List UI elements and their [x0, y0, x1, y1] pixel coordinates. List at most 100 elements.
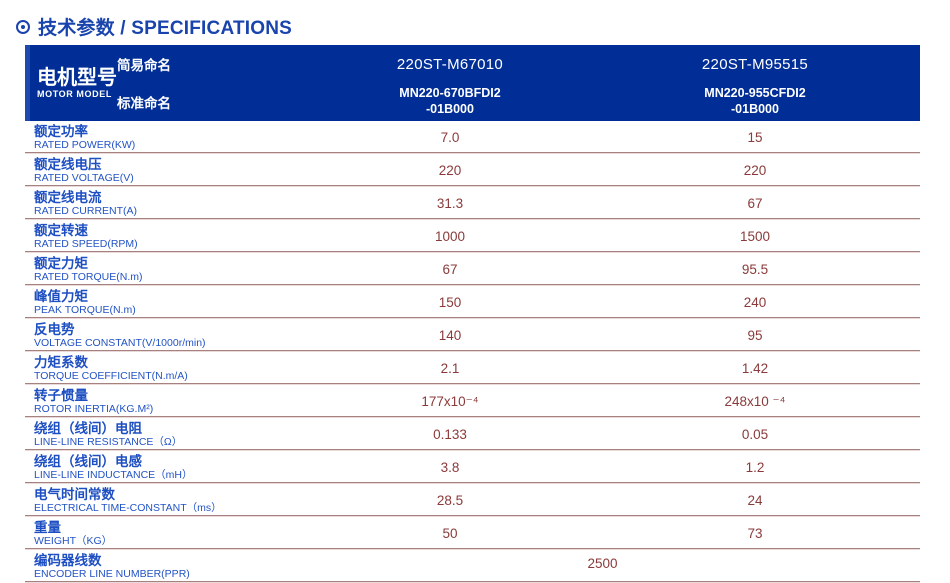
row-value-col2: 220	[743, 163, 767, 178]
table-row: 绕组（线间）电感 LINE-LINE INDUCTANCE（mH） 3.8 1.…	[25, 451, 920, 484]
row-label: 峰值力矩 PEAK TORQUE(N.m)	[25, 289, 310, 316]
row-value-col1: 50	[442, 526, 458, 541]
motor-model-header: 电机型号 MOTOR MODEL	[25, 45, 117, 121]
model-1-standard-name: MN220-670BFDI2 -01B000	[310, 83, 590, 121]
row-label-zh: 重量	[34, 520, 61, 535]
model-1-simple-name: 220ST-M67010	[396, 55, 504, 73]
table-row: 力矩系数 TORQUE COEFFICIENT(N.m/A) 2.1 1.42	[25, 352, 920, 385]
row-value-span: 2500	[587, 556, 618, 571]
row-label-zh: 额定线电流	[34, 190, 102, 205]
table-row: 电气时间常数 ELECTRICAL TIME-CONSTANT（ms） 28.5…	[25, 484, 920, 517]
row-label-zh: 额定力矩	[34, 256, 88, 271]
row-value-col1: 177x10⁻⁴	[421, 393, 479, 409]
simple-name-label: 简易命名	[117, 58, 171, 73]
row-label-zh: 反电势	[34, 322, 75, 337]
row-label: 额定转速 RATED SPEED(RPM)	[25, 223, 310, 250]
row-label-en: ROTOR INERTIA(KG.M²)	[34, 403, 154, 415]
naming-labels: 简易命名 标准命名	[117, 45, 310, 121]
page-title: 技术参数 / SPECIFICATIONS	[16, 13, 950, 40]
page-title-text: 技术参数 / SPECIFICATIONS	[38, 18, 293, 39]
row-label: 重量 WEIGHT（KG）	[25, 520, 310, 547]
row-label-en: PEAK TORQUE(N.m)	[34, 304, 136, 316]
row-value-col1: 140	[438, 328, 462, 343]
row-label-zh: 力矩系数	[34, 355, 88, 370]
row-value-col1: 28.5	[436, 493, 464, 508]
model-2-simple-name: 220ST-M95515	[701, 55, 809, 73]
row-label-en: TORQUE COEFFICIENT(N.m/A)	[34, 370, 188, 382]
model-2-standard-name-line2: -01B000	[731, 102, 779, 116]
row-value-col2: 240	[743, 295, 767, 310]
row-value-col2: 0.05	[741, 427, 769, 442]
row-label-zh: 绕组（线间）电感	[34, 454, 142, 469]
row-label-zh: 转子惯量	[34, 388, 88, 403]
row-label: 转子惯量 ROTOR INERTIA(KG.M²)	[25, 388, 310, 415]
row-value-col1: 0.133	[433, 427, 467, 442]
row-label-en: RATED TORQUE(N.m)	[34, 271, 143, 283]
row-label-en: LINE-LINE INDUCTANCE（mH）	[34, 469, 193, 481]
row-label-en: LINE-LINE RESISTANCE（Ω）	[34, 436, 183, 448]
row-label-en: ELECTRICAL TIME-CONSTANT（ms）	[34, 502, 222, 514]
row-label-zh: 电气时间常数	[34, 487, 115, 502]
row-label-zh: 绕组（线间）电阻	[34, 421, 142, 436]
row-value-col2: 95.5	[741, 262, 769, 277]
row-label-en: VOLTAGE CONSTANT(V/1000r/min)	[34, 337, 206, 349]
row-value-col2: 95	[747, 328, 763, 343]
row-value-col2: 1.2	[745, 460, 765, 475]
model-1-standard-name-line1: MN220-670BFDI2	[399, 86, 501, 101]
row-label: 编码器线数 ENCODER LINE NUMBER(PPR)	[25, 553, 310, 580]
row-value-col1: 1000	[434, 229, 466, 244]
table-row: 绕组（线间）电阻 LINE-LINE RESISTANCE（Ω） 0.133 0…	[25, 418, 920, 451]
row-value-col1: 220	[438, 163, 462, 178]
row-label-zh: 额定线电压	[34, 157, 102, 172]
row-value-col2: 24	[747, 493, 763, 508]
table-row: 反电势 VOLTAGE CONSTANT(V/1000r/min) 140 95	[25, 319, 920, 352]
row-label-en: RATED VOLTAGE(V)	[34, 172, 134, 184]
header-accent-stripe	[25, 45, 30, 121]
table-row: 转子惯量 ROTOR INERTIA(KG.M²) 177x10⁻⁴ 248x1…	[25, 385, 920, 418]
row-value-col1: 2.1	[440, 361, 460, 376]
table-row: 重量 WEIGHT（KG） 50 73	[25, 517, 920, 550]
row-label-en: RATED CURRENT(A)	[34, 205, 138, 217]
row-label: 额定线电流 RATED CURRENT(A)	[25, 190, 310, 217]
table-header: 电机型号 MOTOR MODEL 简易命名 标准命名 220ST-M67010 …	[25, 45, 920, 121]
table-row: 编码器线数 ENCODER LINE NUMBER(PPR) 2500	[25, 550, 920, 583]
model-1-standard-name-line2: -01B000	[426, 102, 474, 116]
table-row: 额定转速 RATED SPEED(RPM) 1000 1500	[25, 220, 920, 253]
row-label: 力矩系数 TORQUE COEFFICIENT(N.m/A)	[25, 355, 310, 382]
table-row: 额定力矩 RATED TORQUE(N.m) 67 95.5	[25, 253, 920, 286]
table-row: 额定线电流 RATED CURRENT(A) 31.3 67	[25, 187, 920, 220]
row-value-col2: 1500	[739, 229, 771, 244]
row-value-col2: 73	[747, 526, 763, 541]
row-label: 绕组（线间）电阻 LINE-LINE RESISTANCE（Ω）	[25, 421, 310, 448]
model-column-1: 220ST-M67010 MN220-670BFDI2 -01B000	[310, 45, 590, 121]
row-value-col2: 1.42	[741, 361, 769, 376]
motor-model-label-en: MOTOR MODEL	[37, 89, 112, 99]
row-value-col1: 31.3	[436, 196, 464, 211]
row-value-col2: 15	[747, 130, 763, 145]
table-body: 额定功率 RATED POWER(KW) 7.0 15 额定线电压 RATED …	[25, 121, 920, 583]
row-value-col2: 248x10 ⁻⁴	[724, 393, 786, 409]
row-label-zh: 峰值力矩	[34, 289, 88, 304]
row-value-col1: 3.8	[440, 460, 460, 475]
row-label-zh: 额定功率	[34, 124, 88, 139]
table-row: 峰值力矩 PEAK TORQUE(N.m) 150 240	[25, 286, 920, 319]
model-2-standard-name-line1: MN220-955CFDI2	[704, 86, 806, 101]
specifications-table: 电机型号 MOTOR MODEL 简易命名 标准命名 220ST-M67010 …	[25, 45, 920, 583]
row-label: 电气时间常数 ELECTRICAL TIME-CONSTANT（ms）	[25, 487, 310, 514]
standard-name-label: 标准命名	[117, 96, 171, 111]
row-label: 额定力矩 RATED TORQUE(N.m)	[25, 256, 310, 283]
circle-dot-icon	[16, 19, 30, 34]
row-value-col2: 67	[747, 196, 763, 211]
model-column-2: 220ST-M95515 MN220-955CFDI2 -01B000	[615, 45, 895, 121]
motor-model-label-zh: 电机型号	[37, 67, 117, 89]
row-value-col1: 67	[442, 262, 458, 277]
row-label-zh: 编码器线数	[34, 553, 102, 568]
row-label: 绕组（线间）电感 LINE-LINE INDUCTANCE（mH）	[25, 454, 310, 481]
row-label: 反电势 VOLTAGE CONSTANT(V/1000r/min)	[25, 322, 310, 349]
row-label: 额定线电压 RATED VOLTAGE(V)	[25, 157, 310, 184]
row-label-en: RATED POWER(KW)	[34, 139, 136, 151]
row-label-en: WEIGHT（KG）	[34, 535, 113, 547]
row-value-col1: 7.0	[440, 130, 460, 145]
model-2-standard-name: MN220-955CFDI2 -01B000	[615, 83, 895, 121]
row-label-en: ENCODER LINE NUMBER(PPR)	[34, 568, 190, 580]
